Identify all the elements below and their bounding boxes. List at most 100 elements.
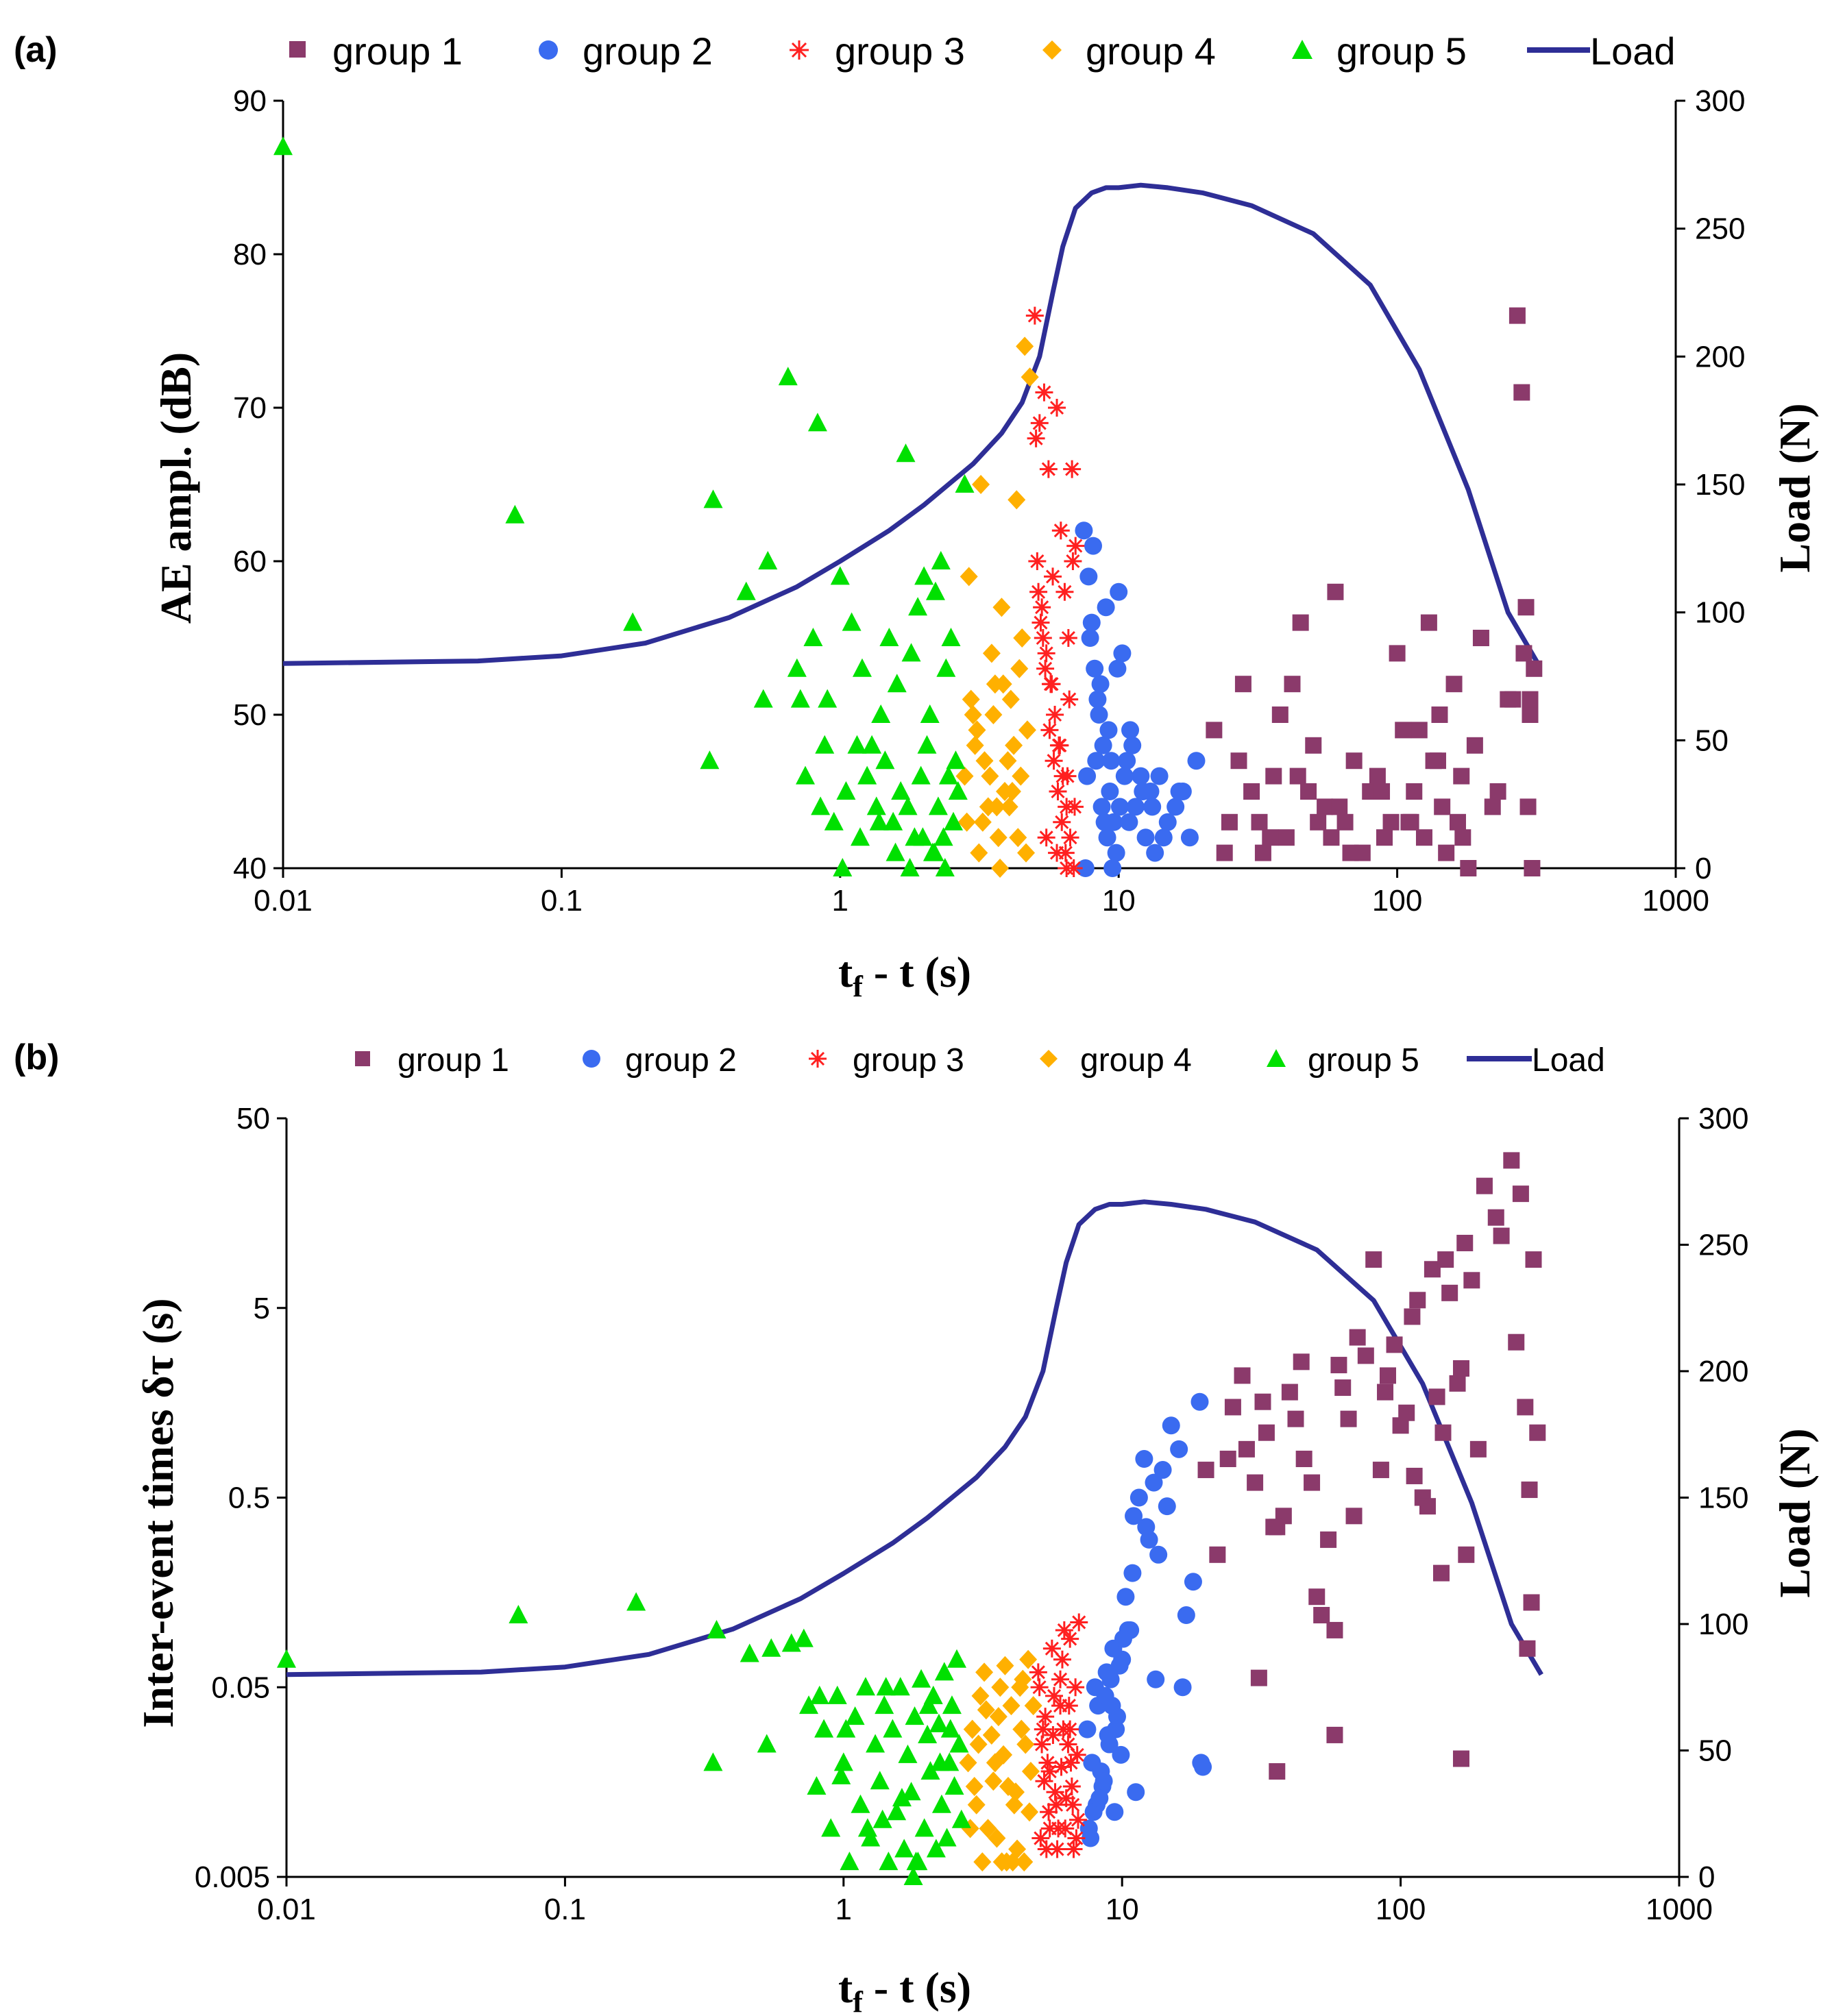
point-group1-b xyxy=(1493,1227,1510,1244)
point-group1-b xyxy=(1313,1607,1330,1624)
point-group3-b xyxy=(1047,1795,1066,1814)
point-group3-a xyxy=(1063,460,1082,478)
point-group5-b xyxy=(903,1867,923,1885)
point-group1-a xyxy=(1265,767,1282,785)
point-group5-a xyxy=(946,750,966,770)
point-group2-a xyxy=(1132,767,1150,785)
point-group5-b xyxy=(740,1643,759,1662)
point-group3-b xyxy=(1045,1686,1063,1705)
point-group3-b xyxy=(1068,1745,1086,1764)
point-group3-b xyxy=(1035,1772,1053,1791)
point-group2-b xyxy=(1106,1803,1124,1821)
point-group4-a xyxy=(957,812,976,832)
point-group1-b xyxy=(1269,1763,1286,1780)
y-axis-title-b: Inter-event times δτ (s) xyxy=(134,1298,182,1728)
panel-a-label: (a) xyxy=(14,30,58,70)
point-group5-a xyxy=(928,796,948,815)
point-group5-a xyxy=(931,551,951,569)
x-tick-label: 0.1 xyxy=(544,1893,586,1926)
point-group1-a xyxy=(1327,583,1344,600)
y-tick-label: 40 xyxy=(233,852,267,885)
point-group2-a xyxy=(1158,813,1177,831)
point-group1-b xyxy=(1326,1621,1343,1638)
x-axis-title-b-sub: f xyxy=(853,1985,864,2016)
point-group1-b xyxy=(1512,1185,1529,1203)
point-group2-b xyxy=(1116,1588,1135,1606)
legend-a-group3-label: group 3 xyxy=(835,29,965,73)
y2-tick-label: 250 xyxy=(1695,212,1745,246)
point-group1-a xyxy=(1331,798,1348,815)
point-group3-b xyxy=(1064,1795,1082,1814)
point-group4-a xyxy=(1005,735,1023,755)
point-group1-b xyxy=(1404,1308,1421,1325)
point-group5-b xyxy=(947,1649,967,1668)
legend-b-group4-label: group 4 xyxy=(1080,1042,1192,1079)
y-tick-label: 80 xyxy=(233,238,267,271)
point-group3-b xyxy=(1033,1735,1051,1754)
point-group1-a xyxy=(1522,691,1539,708)
point-group1-b xyxy=(1398,1404,1415,1421)
panel-b: (b) group 1 group 2 group 3 group 4 xyxy=(14,1037,1819,2016)
point-group2-b xyxy=(1184,1573,1202,1591)
point-group5-b xyxy=(926,1839,946,1858)
point-group1-a xyxy=(1262,829,1279,846)
point-group2-a xyxy=(1134,783,1152,800)
point-group1-b xyxy=(1357,1347,1374,1364)
point-group5-a xyxy=(917,735,937,754)
point-group3-a xyxy=(1033,598,1051,617)
point-group4-a xyxy=(964,705,982,724)
point-group3-b xyxy=(1044,1725,1062,1744)
point-group5-b xyxy=(845,1706,865,1725)
point-group4-a xyxy=(994,674,1012,694)
point-group1-a xyxy=(1513,384,1530,401)
point-group2-b xyxy=(1084,1803,1103,1821)
point-group5-b xyxy=(809,1685,829,1704)
legend-a-group5: group 5 xyxy=(1292,29,1467,73)
point-group2-b xyxy=(1170,1440,1188,1458)
x-tick-label: 10 xyxy=(1102,884,1136,918)
point-group5-a xyxy=(700,750,720,770)
point-group5-a xyxy=(936,658,956,677)
point-group5-a xyxy=(778,367,798,386)
point-group1-b xyxy=(1295,1451,1312,1468)
point-group4-b xyxy=(971,1686,990,1706)
point-group2-b xyxy=(1149,1545,1168,1564)
point-group5-a xyxy=(875,750,895,770)
points-b xyxy=(277,1152,1546,1885)
legend-a-load: Load xyxy=(1527,29,1676,73)
point-group5-a xyxy=(887,674,907,693)
point-group5-b xyxy=(851,1794,870,1813)
point-group4-b xyxy=(1014,1669,1032,1689)
point-group1-a xyxy=(1300,783,1317,800)
point-group1-b xyxy=(1487,1209,1504,1226)
point-group3-a xyxy=(1051,521,1070,540)
legend-b-group3-label: group 3 xyxy=(853,1042,964,1079)
point-group4-a xyxy=(1001,689,1020,709)
point-group3-b xyxy=(1057,1789,1075,1808)
point-group2-b xyxy=(1127,1783,1145,1802)
point-group5-b xyxy=(949,1734,969,1753)
point-group4-a xyxy=(989,828,1007,848)
point-group1-a xyxy=(1415,829,1432,846)
point-group2-b xyxy=(1095,1772,1113,1791)
point-group5-a xyxy=(815,735,835,754)
point-group2-a xyxy=(1098,828,1116,847)
panel-a: (a) group 1 group 2 group 3 group 4 xyxy=(14,29,1819,1003)
point-group1-a xyxy=(1472,630,1489,646)
point-group5-a xyxy=(883,811,903,831)
point-group3-a xyxy=(1048,844,1066,862)
point-group2-a xyxy=(1101,783,1119,800)
x-axis-title-a: tf - t (s) xyxy=(838,948,971,1003)
legend-a-group1-label: group 1 xyxy=(332,29,463,73)
x-axis-title-a-sub: f xyxy=(853,970,864,1003)
point-group5-b xyxy=(509,1605,528,1624)
point-group1-b xyxy=(1386,1336,1403,1353)
point-group1-a xyxy=(1342,844,1359,861)
point-group1-a xyxy=(1431,706,1448,723)
point-group4-b xyxy=(1021,1762,1040,1782)
point-group1-b xyxy=(1525,1251,1542,1268)
point-group4-b xyxy=(982,1725,1001,1745)
legend-b-group3: group 3 xyxy=(809,1042,964,1079)
point-group4-a xyxy=(1017,843,1036,863)
point-group1-b xyxy=(1508,1333,1525,1351)
